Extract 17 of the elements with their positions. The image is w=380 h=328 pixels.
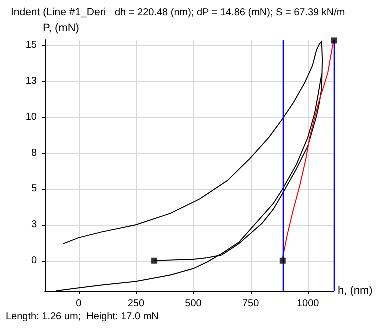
- x-tick-label: 750: [242, 298, 260, 310]
- x-axis-title: h, (nm): [338, 285, 373, 297]
- y-tick-label: 10: [26, 112, 38, 123]
- y-tick-label: 8: [31, 148, 38, 159]
- x-tick-label: 0: [76, 298, 82, 310]
- y-tick-label: 15: [26, 40, 38, 52]
- x-tick-label: 250: [128, 298, 145, 310]
- chart-title: Indent (Line #1_Deri: [11, 6, 106, 18]
- y-axis-title: P, (mN): [43, 22, 80, 34]
- x-tick-label: 500: [185, 298, 202, 310]
- y-tick-label: 3: [31, 220, 38, 231]
- x-tick-label: 1000: [296, 298, 320, 310]
- y-tick-label: 5: [31, 184, 38, 195]
- text: Length: 1.26 um; Height: 17.0 mN: [6, 312, 159, 322]
- chart-subtitle: dh = 220.48 (nm); dP = 14.86 (mN); S = 67.39 kN/m: [115, 8, 346, 18]
- y-tick-label: 13: [26, 76, 38, 88]
- y-tick-label: 0: [31, 255, 38, 266]
